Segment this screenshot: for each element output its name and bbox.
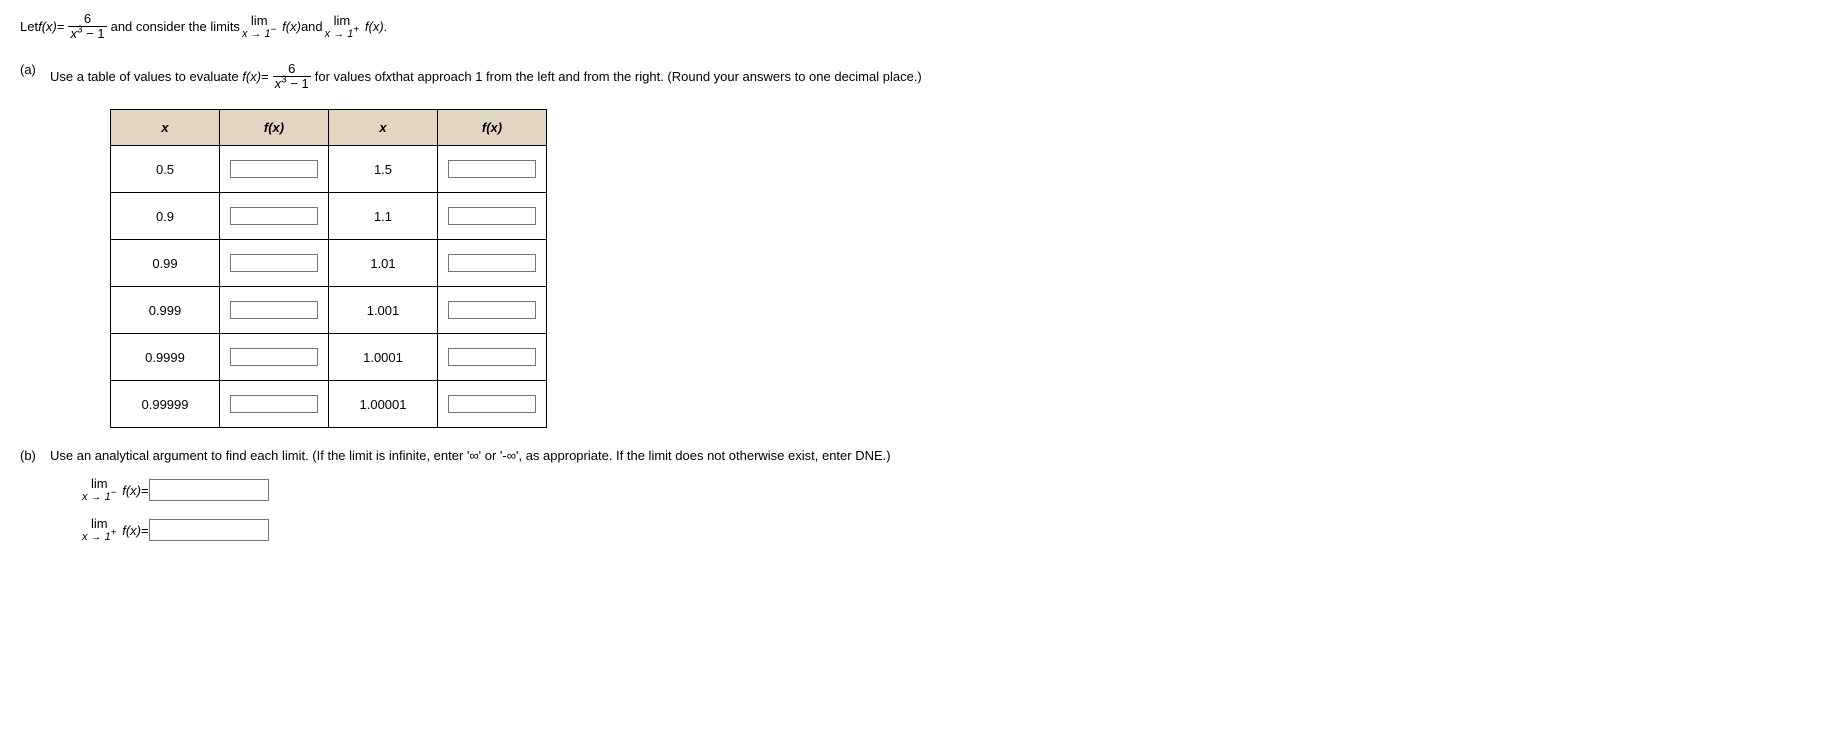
and-text: and: [301, 19, 323, 34]
table-row: 0.999 1.001: [111, 287, 547, 334]
table-row: 0.99999 1.00001: [111, 381, 547, 428]
x-left-cell: 0.99999: [111, 381, 220, 428]
limit-right-input[interactable]: [149, 519, 269, 541]
intro-line: Let f(x) = 6 x3 − 1 and consider the lim…: [20, 12, 1808, 42]
fx-right-input-2[interactable]: [448, 254, 536, 272]
x-right-cell: 1.01: [329, 240, 438, 287]
numerator: 6: [82, 12, 93, 26]
x-right-cell: 1.001: [329, 287, 438, 334]
x-left-cell: 0.9999: [111, 334, 220, 381]
limit-left-input[interactable]: [149, 479, 269, 501]
limit-left-answer: lim x → 1− f(x) =: [80, 477, 1808, 503]
fx-expr-2: f(x): [361, 19, 383, 34]
part-b: (b) Use an analytical argument to find e…: [20, 448, 1808, 543]
denominator: x3 − 1: [68, 26, 106, 41]
fx-left-input-4[interactable]: [230, 348, 318, 366]
part-a-text: Use a table of values to evaluate f(x) =…: [50, 62, 1808, 92]
period: .: [384, 19, 388, 34]
table-row: 0.5 1.5: [111, 146, 547, 193]
part-b-label: (b): [20, 448, 50, 543]
x-left-cell: 0.9: [111, 193, 220, 240]
fx-left-input-1[interactable]: [230, 207, 318, 225]
col-fx-right: f(x): [438, 110, 547, 146]
limit-right: lim x → 1+: [325, 14, 360, 40]
limit-right-answer: lim x → 1+ f(x) =: [80, 517, 1808, 543]
table-header-row: x f(x) x f(x): [111, 110, 547, 146]
part-a: (a) Use a table of values to evaluate f(…: [20, 62, 1808, 429]
col-x-left: x: [111, 110, 220, 146]
x-right-cell: 1.5: [329, 146, 438, 193]
x-left-cell: 0.999: [111, 287, 220, 334]
x-right-cell: 1.1: [329, 193, 438, 240]
consider-text: and consider the limits: [111, 19, 240, 34]
table-row: 0.9 1.1: [111, 193, 547, 240]
x-right-cell: 1.0001: [329, 334, 438, 381]
fx-left-input-3[interactable]: [230, 301, 318, 319]
part-a-label: (a): [20, 62, 50, 429]
fx-left-input-5[interactable]: [230, 395, 318, 413]
fx-right-input-5[interactable]: [448, 395, 536, 413]
fx: f(x): [38, 19, 57, 34]
equals: =: [57, 19, 65, 34]
fx-expr-1: f(x): [279, 19, 301, 34]
fx-right-input-1[interactable]: [448, 207, 536, 225]
col-fx-left: f(x): [220, 110, 329, 146]
table-row: 0.99 1.01: [111, 240, 547, 287]
fraction: 6 x3 − 1: [68, 12, 106, 42]
fx-left-input-2[interactable]: [230, 254, 318, 272]
x-left-cell: 0.99: [111, 240, 220, 287]
fx-right-input-3[interactable]: [448, 301, 536, 319]
fx-left-input-0[interactable]: [230, 160, 318, 178]
col-x-right: x: [329, 110, 438, 146]
x-left-cell: 0.5: [111, 146, 220, 193]
table-row: 0.9999 1.0001: [111, 334, 547, 381]
limit-left: lim x → 1−: [242, 14, 277, 40]
values-table: x f(x) x f(x) 0.5 1.5 0.9 1.1 0.99 1.01: [110, 109, 547, 428]
x-right-cell: 1.00001: [329, 381, 438, 428]
fx-right-input-4[interactable]: [448, 348, 536, 366]
fx-right-input-0[interactable]: [448, 160, 536, 178]
part-b-text: Use an analytical argument to find each …: [50, 448, 1808, 463]
intro-let: Let: [20, 19, 38, 34]
